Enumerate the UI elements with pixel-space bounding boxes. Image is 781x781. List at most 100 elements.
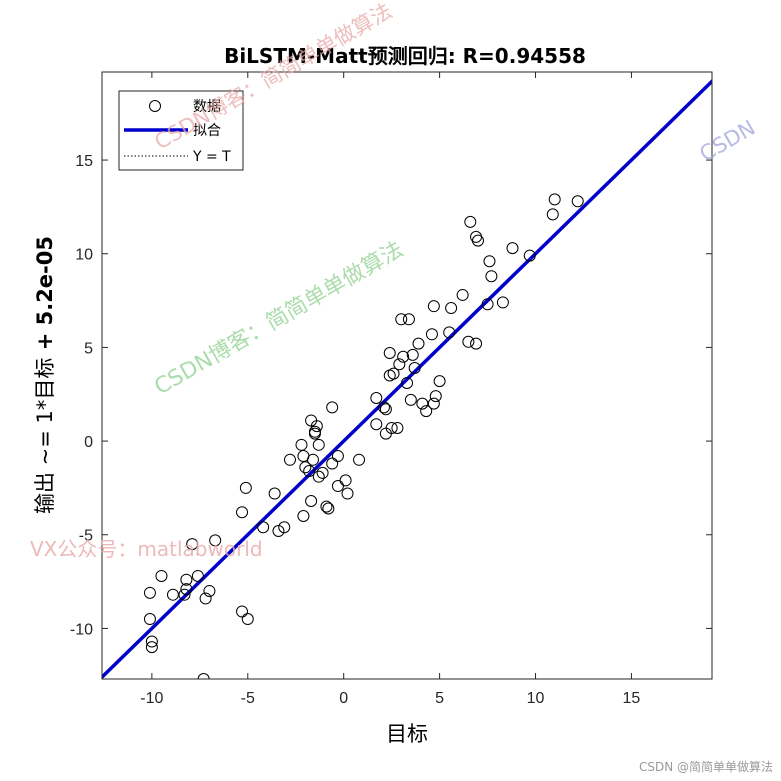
x-tick-label: 15 (623, 690, 641, 707)
y-axis-label: 输出 ~= 1*目标 + 5.2e-05 (33, 236, 57, 514)
x-tick-label: 0 (339, 690, 348, 707)
data-point (427, 397, 440, 410)
data-point (420, 405, 433, 418)
data-point (209, 534, 222, 547)
data-point (523, 249, 536, 262)
data-point (433, 375, 446, 388)
plot-frame (101, 71, 713, 680)
data-point (496, 296, 509, 309)
data-point (143, 586, 156, 599)
data-point (443, 326, 456, 339)
data-point (295, 438, 308, 451)
data-point (481, 298, 494, 311)
data-point (316, 466, 329, 479)
data-point (408, 362, 421, 375)
data-point (331, 480, 344, 493)
legend-marker-data (149, 100, 161, 112)
data-point (305, 414, 318, 427)
data-point (191, 569, 204, 582)
data-point (370, 418, 383, 431)
data-point (383, 347, 396, 360)
data-point (546, 208, 559, 221)
data-point (331, 450, 344, 463)
y-tick-label: 10 (75, 247, 93, 264)
data-point (548, 193, 561, 206)
data-point (307, 453, 320, 466)
data-point (462, 335, 475, 348)
data-point (326, 457, 339, 470)
data-point (305, 495, 318, 508)
data-point (341, 487, 354, 500)
x-axis-label: 目标 (386, 722, 428, 746)
data-point (257, 521, 270, 534)
y-tick-label: 0 (84, 434, 93, 451)
legend: 数据 拟合 Y = T (118, 90, 244, 171)
data-point (379, 403, 392, 416)
data-point (186, 538, 199, 551)
data-point (166, 588, 179, 601)
data-points (143, 193, 584, 679)
data-point (402, 313, 415, 326)
x-tick-label: -10 (140, 690, 163, 707)
data-point (464, 215, 477, 228)
data-point (268, 487, 281, 500)
data-point (353, 453, 366, 466)
legend-label-identity: Y = T (192, 149, 231, 165)
credit-text: CSDN @简简单单做算法 (638, 760, 773, 774)
data-point (370, 391, 383, 404)
data-point (178, 588, 191, 601)
data-point (429, 390, 442, 403)
data-point (272, 524, 285, 537)
y-axis-label-mid: 目标 (33, 358, 57, 400)
data-point (236, 605, 249, 618)
data-point (412, 337, 425, 350)
data-point (312, 470, 325, 483)
data-point (395, 313, 408, 326)
y-tick-label: 15 (75, 153, 93, 170)
x-tick-label: 10 (527, 690, 545, 707)
y-tick-label: 5 (84, 340, 93, 357)
data-point (203, 584, 216, 597)
data-point (471, 234, 484, 247)
data-point (197, 673, 210, 679)
data-point (483, 255, 496, 268)
data-point (406, 348, 419, 361)
data-point (339, 474, 352, 487)
data-point (180, 573, 193, 586)
x-tick-label: -5 (241, 690, 255, 707)
y-tick-label: -5 (79, 528, 93, 545)
x-tick-label: 5 (435, 690, 444, 707)
data-point (571, 195, 584, 208)
data-point (322, 502, 335, 515)
data-point (297, 510, 310, 523)
data-point (199, 592, 212, 605)
data-point (299, 461, 312, 474)
data-point (155, 569, 168, 582)
data-point (404, 393, 417, 406)
data-point (377, 401, 390, 414)
data-point (145, 641, 158, 654)
data-point (393, 358, 406, 371)
data-point (180, 583, 193, 596)
watermark-left: VX公众号：matlabworld (30, 537, 263, 561)
data-point (470, 337, 483, 350)
legend-label-fit: 拟合 (193, 123, 221, 139)
data-point (326, 401, 339, 414)
data-point (397, 350, 410, 363)
data-point (401, 376, 413, 389)
y-axis-label-suffix: + 5.2e-05 (33, 236, 57, 358)
axis-ticks: -10 -5 0 5 10 15 -10 -5 0 5 10 15 (70, 72, 712, 707)
data-point (485, 270, 498, 283)
data-point (416, 397, 429, 410)
data-point (278, 521, 291, 534)
legend-label-data: 数据 (193, 99, 221, 115)
data-point (385, 421, 398, 434)
data-point (427, 300, 440, 313)
data-point (506, 242, 519, 255)
y-axis-label-prefix: 输出 ~= 1* (33, 400, 57, 514)
data-point (391, 421, 404, 434)
data-point (320, 500, 333, 513)
y-tick-label: -10 (70, 621, 93, 638)
data-point (145, 635, 158, 648)
